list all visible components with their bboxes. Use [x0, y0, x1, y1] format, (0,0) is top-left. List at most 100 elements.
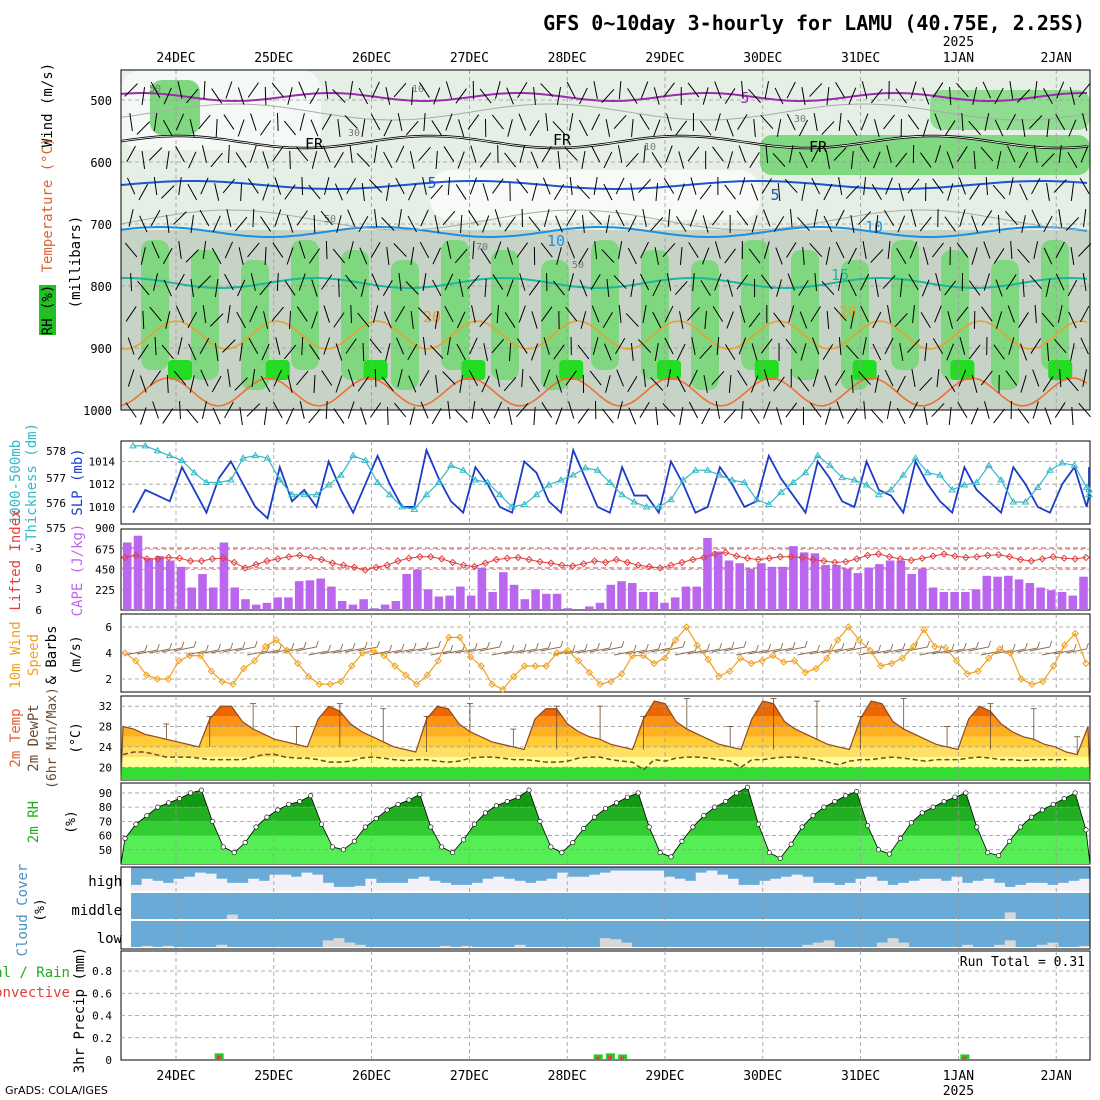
li-point: [656, 564, 664, 572]
thickness-point: [520, 500, 529, 507]
thickness-point: [1085, 490, 1093, 498]
wind-speed-point: [801, 668, 809, 677]
wind-barb: [287, 375, 293, 393]
wind-barb: [1021, 215, 1026, 233]
wind-barb: [899, 343, 904, 361]
cloud-high-bar: [226, 882, 238, 891]
wind-barb: [591, 113, 601, 131]
wind-barb: [234, 377, 248, 391]
rh-very-high-patch: [657, 360, 681, 380]
rh-point: [646, 824, 652, 830]
wind-barb: [516, 338, 528, 354]
rh-point: [461, 837, 467, 843]
wind-barb: [1042, 376, 1054, 392]
wind-barb: [142, 310, 145, 330]
cloud-low-bar: [216, 944, 228, 947]
li-point: [306, 553, 315, 562]
wind-barb-10m: [907, 640, 930, 652]
wind-barb: [1066, 376, 1079, 392]
wind-barb-10m: [748, 643, 772, 655]
cloud-low-bar: [162, 945, 174, 947]
wind-barb: [139, 215, 148, 233]
rh-point: [231, 850, 237, 856]
wind-barb: [445, 113, 453, 131]
wind-barb: [579, 279, 588, 297]
top-day-label: 24DEC: [156, 51, 195, 66]
wind-barb: [760, 114, 774, 130]
wind-barb-10m: [1017, 641, 1040, 653]
li-point: [918, 554, 926, 562]
wind-barb: [847, 279, 857, 297]
wind-barb: [921, 279, 930, 297]
wind-barb: [224, 273, 234, 291]
rh-very-high-patch: [754, 360, 779, 380]
rh-point: [886, 851, 892, 857]
thickness-point: [642, 502, 651, 510]
wind-barb: [920, 312, 931, 328]
wind-barb: [371, 273, 380, 291]
li-point: [339, 561, 348, 569]
li-point: [612, 555, 621, 564]
wind-speed-point: [466, 653, 475, 661]
rh-point: [908, 820, 914, 826]
wind-barb: [665, 145, 673, 163]
wind-barb: [479, 88, 492, 104]
thickness-point: [337, 471, 345, 478]
wind-barb: [1069, 87, 1076, 105]
rh-point: [1007, 838, 1013, 844]
temp-band: [121, 767, 1090, 780]
wind-barb-10m: [369, 644, 393, 656]
cape-axis-label: CAPE (J/kg): [70, 524, 86, 617]
wind-barb-10m: [418, 640, 441, 652]
credit-text: GrADS: COLA/IGES: [5, 1084, 108, 1097]
li-point: [994, 550, 1003, 559]
wind-barb: [1056, 81, 1065, 99]
li-point: [175, 554, 184, 562]
wind-barb: [419, 241, 430, 259]
wind-speed-point: [229, 680, 237, 688]
wind-barb: [235, 152, 247, 168]
cape-bar: [337, 601, 347, 610]
wind-barb: [215, 118, 218, 138]
rh-point: [1050, 801, 1056, 807]
chart-title: GFS 0~10day 3-hourly for LAMU (40.75E, 2…: [543, 11, 1085, 35]
wind-barb: [638, 178, 651, 194]
rh-point: [941, 798, 947, 804]
wind-barb: [789, 208, 793, 228]
precip-tick-label: 0.8: [92, 965, 112, 978]
wind-barb: [332, 248, 345, 264]
thickness-point: [141, 441, 150, 449]
wind-barb-10m: [235, 640, 258, 652]
wind-barb: [898, 183, 905, 201]
li-point: [263, 557, 271, 565]
wind-speed-axis-label: Speed: [26, 634, 42, 676]
wind-barb: [333, 312, 345, 328]
wind-barb: [896, 375, 906, 393]
wind-barb: [601, 408, 614, 424]
cloud-high-bar: [418, 876, 430, 891]
rh-point: [471, 821, 477, 827]
cloud-low-bar: [610, 939, 622, 947]
li-point: [1071, 555, 1079, 563]
wind-barb: [776, 119, 782, 137]
wind-barb-10m: [149, 642, 172, 654]
wind-barb: [993, 344, 1005, 360]
wind-barb: [130, 272, 133, 292]
wind-barb: [874, 375, 880, 393]
wind-speed-point: [261, 642, 270, 651]
wind-barb: [997, 214, 1001, 234]
wind-barb: [405, 120, 419, 136]
wind-barb: [899, 278, 903, 298]
cloud-high-bar: [855, 878, 867, 891]
rh-point: [635, 790, 641, 796]
rh-point: [723, 798, 729, 804]
wind-barb: [994, 87, 1004, 105]
cloud-high-bar: [1068, 880, 1080, 891]
wind-barb: [862, 337, 867, 355]
wind-barb: [922, 87, 930, 105]
wind-barb: [932, 82, 944, 98]
bottom-day-label: 31DEC: [841, 1069, 880, 1084]
wind-barb: [284, 280, 296, 296]
wind-speed-point: [1006, 649, 1015, 657]
wind-barb: [861, 81, 868, 99]
